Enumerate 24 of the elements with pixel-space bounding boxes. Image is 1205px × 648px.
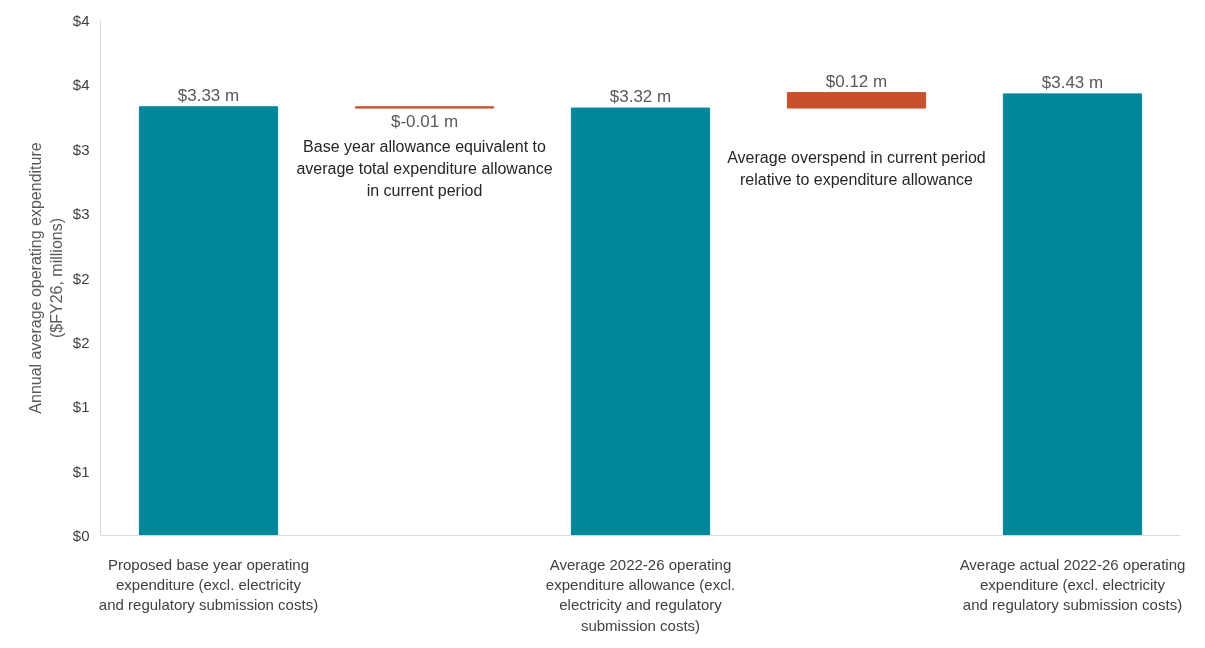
bar — [786, 92, 927, 109]
data-label: $3.43 m — [1041, 72, 1104, 92]
y-tick-label: $3 — [72, 140, 90, 158]
data-label: $-0.01 m — [390, 112, 459, 132]
y-axis-title: Annual average operating expenditure ($FY26, millions) — [27, 142, 65, 414]
data-label: $0.12 m — [825, 71, 888, 91]
annotation: Average overspend in current period relative to expenditure allowance — [727, 149, 986, 189]
x-tick-label: Proposed base year operating expenditure (excl. electricity and regulatory submission costs) — [98, 555, 319, 614]
annotation: Base year allowance equivalent to average total expenditure allowance in current period — [296, 137, 553, 200]
y-tick-label: $2 — [72, 269, 90, 287]
x-tick-label: Average 2022-26 operating expenditure allowance (excl. electricity and regulatory submission costs) — [545, 555, 736, 634]
data-label: $3.33 m — [177, 85, 240, 105]
y-tick-label: $4 — [72, 76, 90, 94]
y-tick-label: $1 — [72, 462, 90, 480]
x-tick-label: Average actual 2022-26 operating expenditure (excl. electricity and regulatory submission costs) — [959, 555, 1186, 614]
bar — [570, 107, 711, 536]
y-tick-label: $3 — [72, 205, 90, 223]
y-tick-label: $2 — [72, 333, 90, 351]
y-tick-label: $4 — [72, 12, 90, 29]
y-tick-label: $1 — [72, 398, 90, 416]
bar — [138, 106, 279, 536]
bar — [1002, 93, 1143, 536]
y-tick-label: $0 — [72, 527, 90, 544]
data-label: $3.32 m — [609, 87, 672, 107]
